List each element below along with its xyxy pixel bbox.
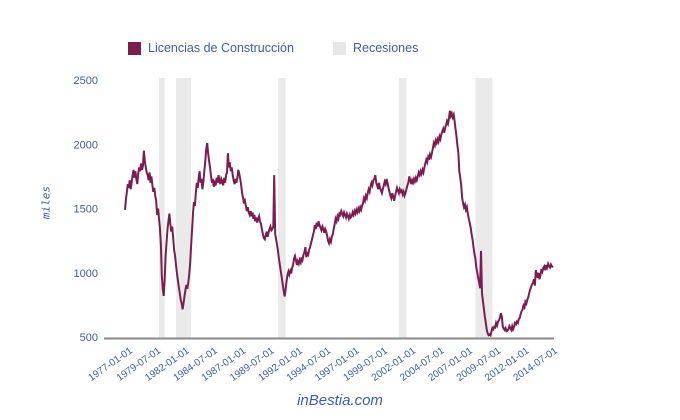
y-tick-label: 1000 xyxy=(74,268,98,280)
legend-item-recessions[interactable]: Recesiones xyxy=(333,41,418,55)
recession-band xyxy=(398,78,407,338)
legend-permits-label: Licencias de Construcción xyxy=(148,41,294,55)
y-tick-label: 500 xyxy=(80,332,98,344)
recession-band xyxy=(278,78,286,338)
y-tick-label: 1500 xyxy=(74,204,98,216)
recession-band xyxy=(176,78,192,338)
recession-band xyxy=(475,78,493,338)
legend-recessions-label: Recesiones xyxy=(353,41,419,55)
y-tick-label: 2000 xyxy=(74,139,98,151)
permits-line xyxy=(124,109,554,338)
permits-swatch-icon xyxy=(128,41,141,55)
y-tick-label: 2500 xyxy=(74,75,98,87)
recession-band xyxy=(159,78,165,338)
site-watermark: inBestia.com xyxy=(297,392,383,409)
recessions-swatch-icon xyxy=(333,41,346,55)
legend-item-permits[interactable]: Licencias de Construcción xyxy=(128,41,294,55)
